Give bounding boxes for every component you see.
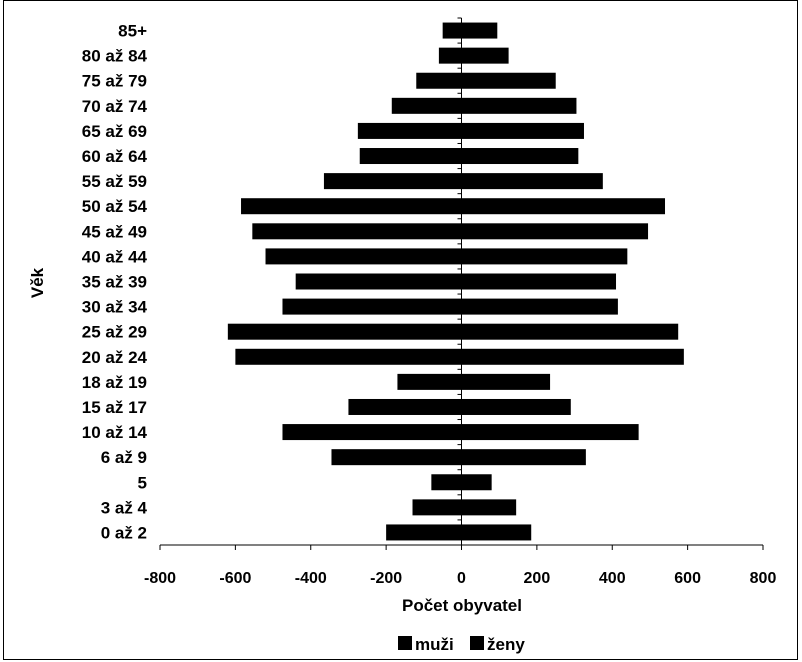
bar-muzi-14 <box>323 173 462 190</box>
bar-muzi-9 <box>282 298 462 315</box>
bar-muzi-17 <box>391 97 462 114</box>
x-axis-title: Počet obyvatel <box>402 596 522 615</box>
bar-zeny-7 <box>461 348 684 365</box>
legend-swatch-muzi <box>398 636 412 650</box>
bar-zeny-8 <box>461 323 679 340</box>
category-label: 45 až 49 <box>82 222 147 241</box>
category-label: 55 až 59 <box>82 172 147 191</box>
category-label: 60 až 64 <box>82 147 148 166</box>
bar-zeny-17 <box>461 97 577 114</box>
category-label: 0 až 2 <box>101 523 147 542</box>
bar-muzi-0 <box>386 524 462 541</box>
x-tick-label: 800 <box>750 570 777 587</box>
bar-muzi-1 <box>412 499 462 516</box>
bar-zeny-12 <box>461 223 649 240</box>
bar-muzi-18 <box>416 72 462 89</box>
category-label: 85+ <box>118 22 147 41</box>
x-tick-label: -400 <box>295 570 327 587</box>
bar-muzi-3 <box>331 449 462 466</box>
bar-zeny-6 <box>461 373 551 390</box>
category-label: 30 až 34 <box>82 298 148 317</box>
legend-label-zeny: ženy <box>487 635 525 654</box>
bar-muzi-15 <box>359 148 462 165</box>
bar-zeny-14 <box>461 173 603 190</box>
bars-group <box>227 22 684 541</box>
bar-muzi-11 <box>265 248 462 265</box>
y-axis-title: Věk <box>28 267 47 298</box>
bar-zeny-16 <box>461 122 584 139</box>
bar-zeny-1 <box>461 499 517 516</box>
bar-muzi-12 <box>252 223 462 240</box>
x-tick-label: -800 <box>144 570 176 587</box>
legend-swatch-zeny <box>470 636 484 650</box>
category-label: 65 až 69 <box>82 122 147 141</box>
category-label: 18 až 19 <box>82 373 147 392</box>
bar-muzi-7 <box>235 348 462 365</box>
bar-zeny-3 <box>461 449 586 466</box>
bar-zeny-15 <box>461 148 579 165</box>
category-label: 50 až 54 <box>82 197 148 216</box>
category-label: 5 <box>138 473 147 492</box>
x-tick-label: -200 <box>370 570 402 587</box>
bar-muzi-13 <box>241 198 462 215</box>
bar-zeny-13 <box>461 198 666 215</box>
category-label: 15 až 17 <box>82 398 147 417</box>
axes-group <box>159 17 764 550</box>
bar-muzi-4 <box>282 424 462 441</box>
category-label: 25 až 29 <box>82 323 147 342</box>
category-label: 6 až 9 <box>101 448 147 467</box>
legend: muži ženy <box>398 635 525 654</box>
x-tick-label: 0 <box>457 570 466 587</box>
category-label: 40 až 44 <box>82 247 148 266</box>
bar-zeny-10 <box>461 273 617 290</box>
bar-muzi-2 <box>431 474 462 491</box>
category-label: 35 až 39 <box>82 273 147 292</box>
category-labels: 0 až 2 3 až 4 5 6 až 9 10 až 14 15 až 17 18 až… <box>82 22 148 543</box>
x-tick-label: 200 <box>524 570 551 587</box>
bar-zeny-5 <box>461 398 571 415</box>
category-label: 70 až 74 <box>82 97 148 116</box>
category-label: 10 až 14 <box>82 423 148 442</box>
bar-zeny-19 <box>461 47 509 64</box>
category-label: 3 až 4 <box>101 498 148 517</box>
bar-muzi-20 <box>442 22 462 39</box>
bar-muzi-8 <box>227 323 462 340</box>
bar-zeny-20 <box>461 22 498 39</box>
bar-zeny-9 <box>461 298 618 315</box>
bar-muzi-19 <box>438 47 462 64</box>
bar-muzi-6 <box>397 373 462 390</box>
category-label: 20 až 24 <box>82 348 148 367</box>
bar-muzi-10 <box>295 273 462 290</box>
bar-muzi-16 <box>357 122 462 139</box>
bar-zeny-2 <box>461 474 492 491</box>
bar-zeny-18 <box>461 72 556 89</box>
x-tick-labels: -800 -600 -400 -200 0 200 400 600 800 <box>144 570 776 587</box>
legend-label-muzi: muži <box>415 635 454 654</box>
category-label: 75 až 79 <box>82 72 147 91</box>
x-tick-label: -600 <box>219 570 251 587</box>
bar-zeny-4 <box>461 424 639 441</box>
x-tick-label: 400 <box>599 570 626 587</box>
category-label: 80 až 84 <box>82 47 148 66</box>
bar-zeny-0 <box>461 524 532 541</box>
bar-muzi-5 <box>348 398 462 415</box>
bar-zeny-11 <box>461 248 628 265</box>
x-tick-label: 600 <box>674 570 701 587</box>
